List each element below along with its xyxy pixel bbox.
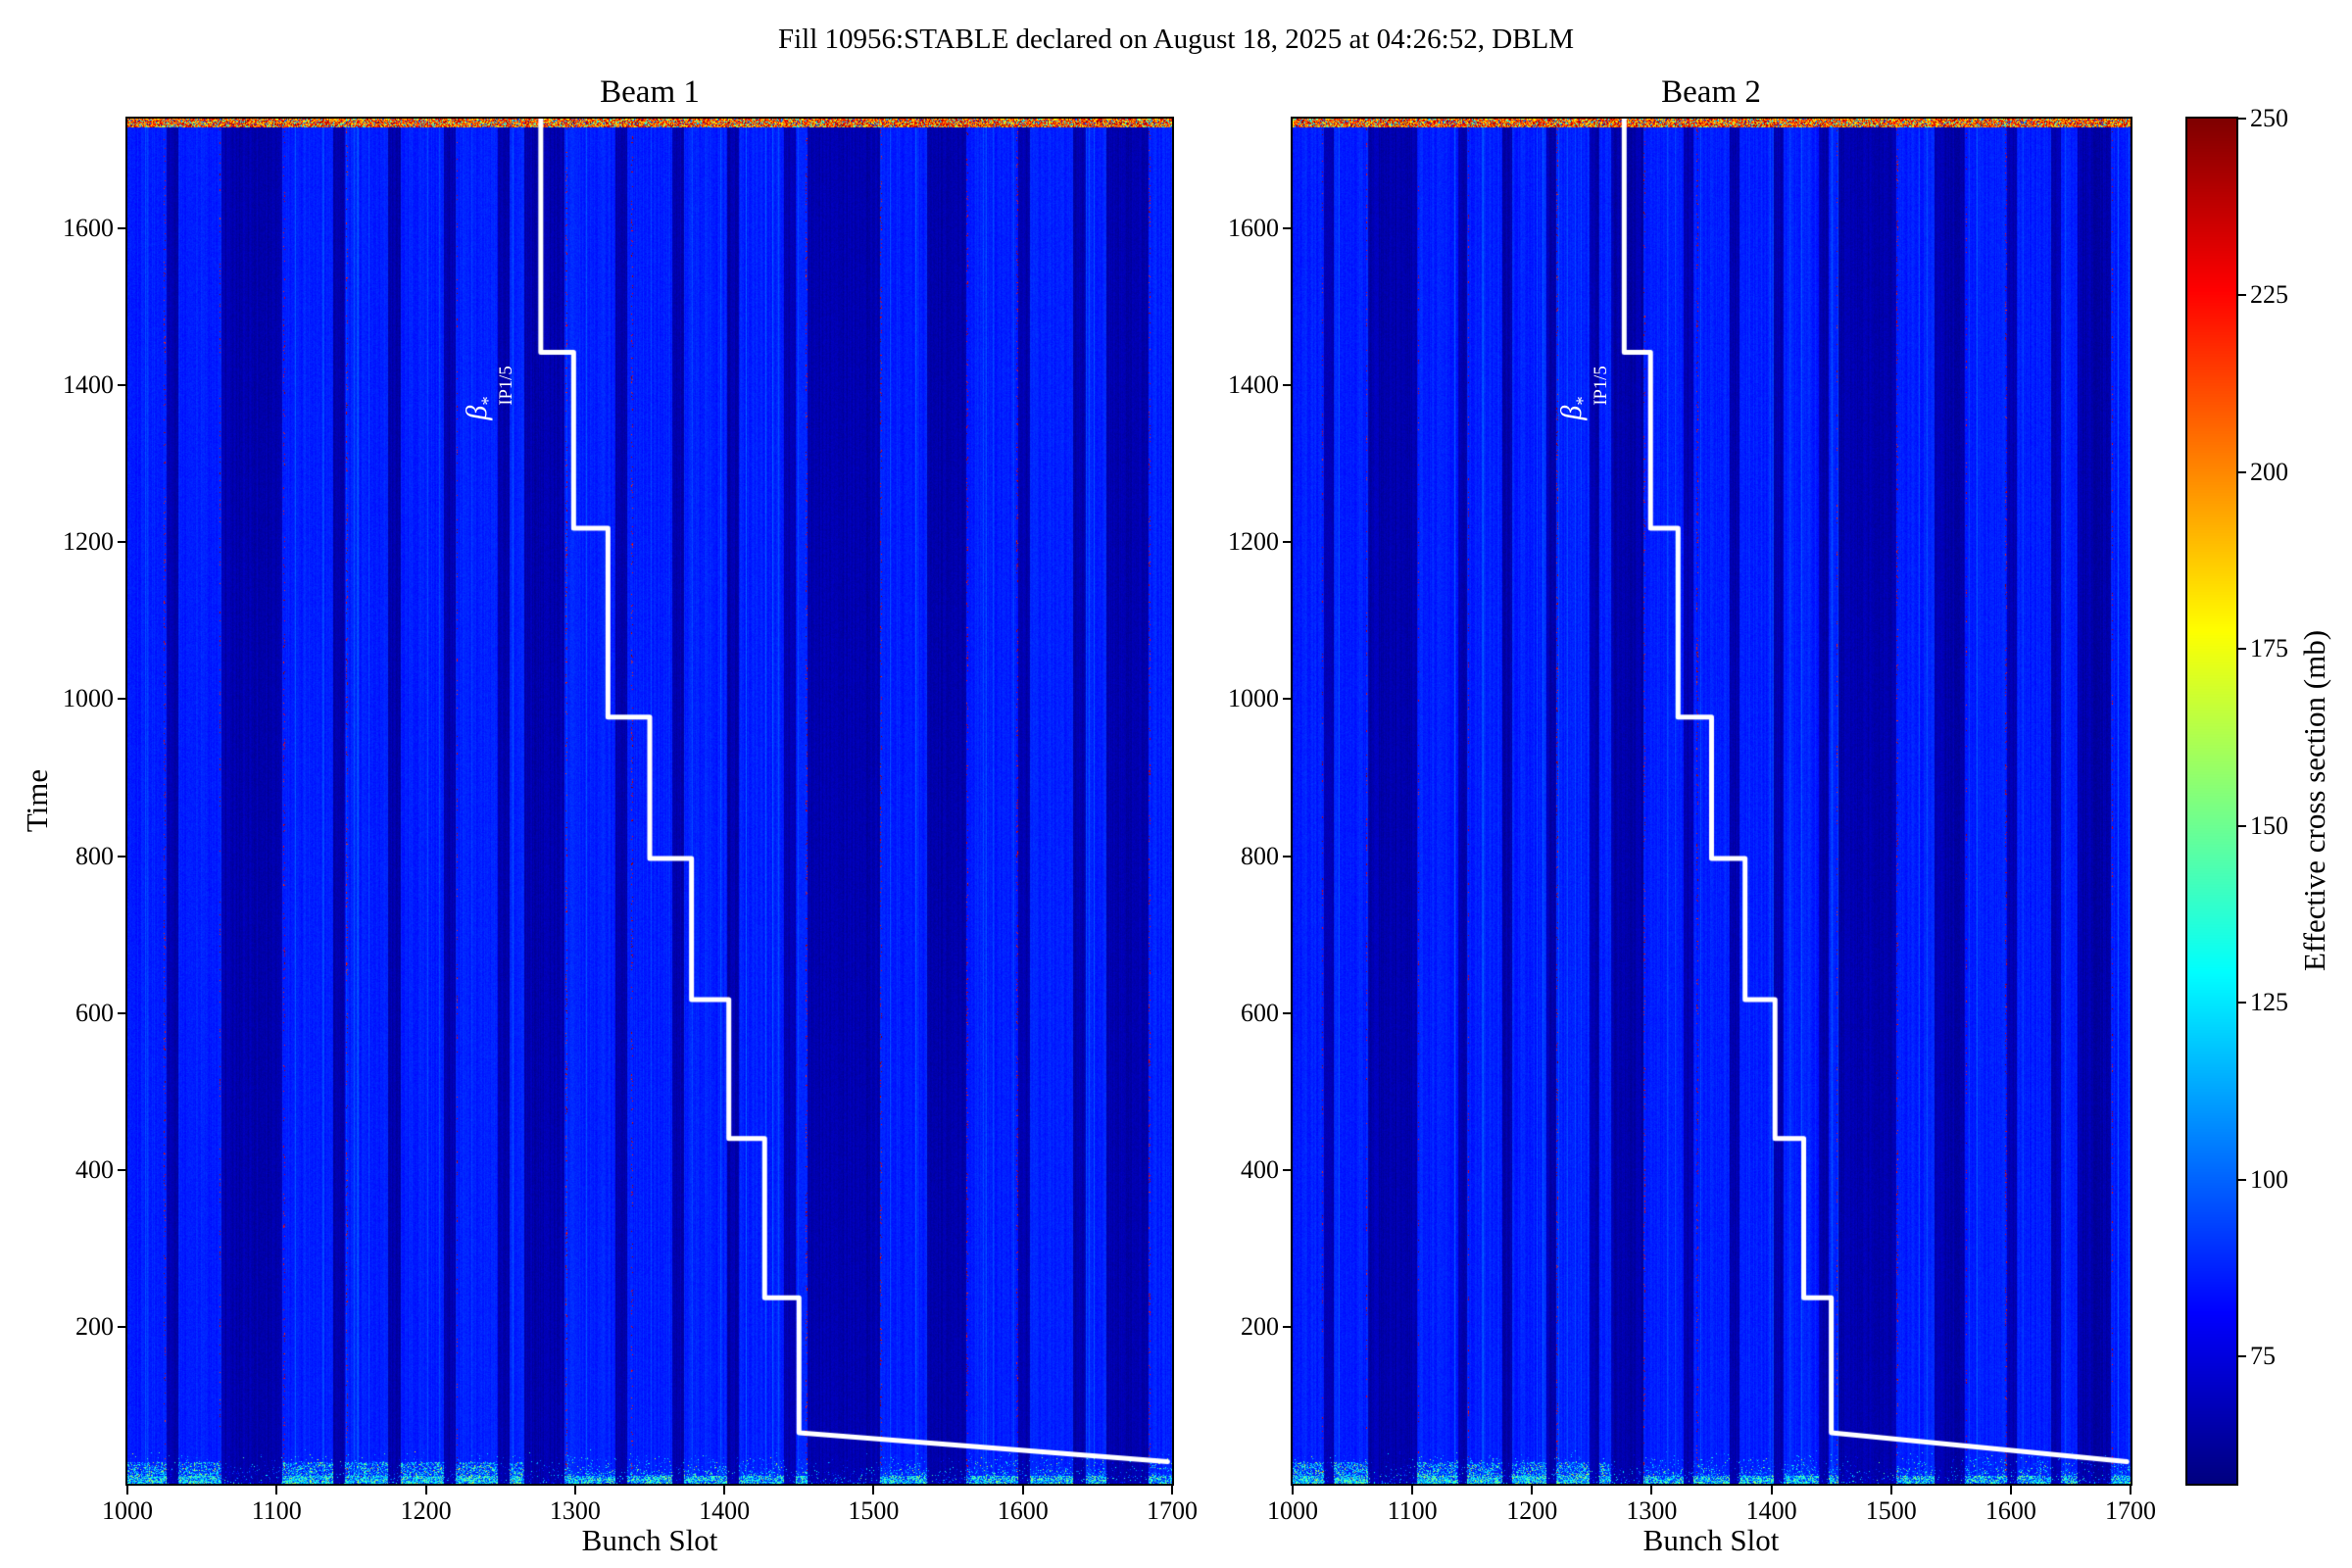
x-tick-mark xyxy=(1889,1486,1892,1494)
x-tick-mark xyxy=(126,1486,128,1494)
colorbar-tick-label: 225 xyxy=(2250,280,2288,310)
y-tick-label: 600 xyxy=(1241,998,1279,1027)
x-tick-mark xyxy=(1411,1486,1414,1494)
colorbar-tick-label: 200 xyxy=(2250,457,2288,486)
colorbar-tick-label: 250 xyxy=(2250,104,2288,132)
y-tick-mark xyxy=(1283,541,1291,544)
y-tick-label: 1600 xyxy=(63,214,114,243)
beta-symbol: β xyxy=(1555,405,1589,420)
y-axis-label: Time xyxy=(20,768,54,833)
y-tick-mark xyxy=(118,1011,125,1014)
x-tick-label: 1400 xyxy=(1745,1496,1797,1525)
y-tick-mark xyxy=(118,227,125,230)
x-tick-mark xyxy=(275,1486,278,1494)
y-tick-label: 800 xyxy=(1241,841,1279,870)
y-tick-mark xyxy=(1283,855,1291,858)
x-tick-mark xyxy=(723,1486,726,1494)
beam1-beta-star-label: β * IP1/5 xyxy=(461,366,517,420)
colorbar-axis-label: Effective cross section (mb) xyxy=(2297,629,2331,972)
y-tick-label: 800 xyxy=(75,841,114,870)
colorbar-tick-label: 175 xyxy=(2250,634,2288,663)
x-tick-label: 1100 xyxy=(1387,1496,1438,1525)
colorbar-tick-mark xyxy=(2238,118,2246,120)
colorbar-tick-label: 150 xyxy=(2250,810,2288,840)
x-tick-mark xyxy=(2130,1486,2132,1494)
colorbar-tick-mark xyxy=(2238,294,2246,297)
colorbar-tick-label: 75 xyxy=(2250,1342,2276,1371)
colorbar-tick-label: 100 xyxy=(2250,1164,2288,1194)
beam1-x-axis-label: Bunch Slot xyxy=(581,1523,718,1557)
x-tick-mark xyxy=(872,1486,875,1494)
beta-subscript: IP1/5 xyxy=(496,366,517,406)
colorbar-tick-mark xyxy=(2238,1002,2246,1004)
y-tick-mark xyxy=(1283,384,1291,387)
y-tick-mark xyxy=(118,541,125,544)
x-tick-mark xyxy=(1021,1486,1024,1494)
colorbar-tick-mark xyxy=(2238,1178,2246,1181)
x-tick-label: 1700 xyxy=(2105,1496,2156,1525)
y-tick-mark xyxy=(118,384,125,387)
y-tick-mark xyxy=(118,1168,125,1171)
x-tick-mark xyxy=(573,1486,576,1494)
y-tick-label: 400 xyxy=(75,1154,114,1184)
y-tick-label: 600 xyxy=(75,998,114,1027)
x-tick-label: 1600 xyxy=(1984,1496,2036,1525)
colorbar-tick-mark xyxy=(2238,1355,2246,1358)
y-tick-mark xyxy=(1283,227,1291,230)
y-tick-label: 200 xyxy=(1241,1311,1279,1341)
beam2-title: Beam 2 xyxy=(1661,74,1761,110)
y-tick-label: 1200 xyxy=(63,527,114,557)
beta-symbol: β xyxy=(461,405,494,420)
y-tick-mark xyxy=(118,698,125,701)
beam2-heatmap-canvas xyxy=(1293,119,2131,1484)
colorbar-tick-mark xyxy=(2238,470,2246,473)
colorbar-canvas xyxy=(2187,119,2236,1484)
beam1-heatmap-canvas xyxy=(127,119,1172,1484)
beam2-beta-star-label: β * IP1/5 xyxy=(1555,366,1612,420)
y-tick-mark xyxy=(1283,1011,1291,1014)
colorbar-tick-mark xyxy=(2238,824,2246,827)
y-tick-mark xyxy=(118,855,125,858)
y-tick-mark xyxy=(1283,1325,1291,1328)
x-tick-mark xyxy=(1531,1486,1534,1494)
x-tick-mark xyxy=(1650,1486,1653,1494)
colorbar-tick-mark xyxy=(2238,648,2246,651)
x-tick-mark xyxy=(1770,1486,1773,1494)
y-tick-label: 1200 xyxy=(1228,527,1279,557)
x-tick-mark xyxy=(1171,1486,1173,1494)
x-tick-label: 1100 xyxy=(251,1496,302,1525)
colorbar-tick-label: 125 xyxy=(2250,988,2288,1017)
y-tick-label: 1000 xyxy=(1228,684,1279,713)
x-tick-label: 1500 xyxy=(1865,1496,1917,1525)
x-tick-mark xyxy=(1292,1486,1294,1494)
x-tick-mark xyxy=(2009,1486,2012,1494)
beam1-title: Beam 1 xyxy=(600,74,700,110)
x-tick-label: 1000 xyxy=(102,1496,153,1525)
y-tick-mark xyxy=(1283,698,1291,701)
y-tick-label: 400 xyxy=(1241,1154,1279,1184)
y-tick-label: 1400 xyxy=(1228,370,1279,400)
figure-title: Fill 10956:STABLE declared on August 18,… xyxy=(777,24,1575,55)
y-tick-mark xyxy=(118,1325,125,1328)
x-tick-label: 1300 xyxy=(1626,1496,1678,1525)
beta-subscript: IP1/5 xyxy=(1591,366,1612,406)
y-tick-label: 1000 xyxy=(63,684,114,713)
y-tick-mark xyxy=(1283,1168,1291,1171)
x-tick-label: 1000 xyxy=(1267,1496,1318,1525)
x-tick-label: 1600 xyxy=(997,1496,1049,1525)
y-tick-label: 200 xyxy=(75,1311,114,1341)
x-tick-label: 1500 xyxy=(848,1496,900,1525)
x-tick-label: 1200 xyxy=(400,1496,452,1525)
x-tick-label: 1400 xyxy=(699,1496,751,1525)
y-tick-label: 1400 xyxy=(63,370,114,400)
x-tick-label: 1300 xyxy=(549,1496,601,1525)
y-tick-label: 1600 xyxy=(1228,214,1279,243)
x-tick-mark xyxy=(424,1486,427,1494)
x-tick-label: 1700 xyxy=(1147,1496,1198,1525)
x-tick-label: 1200 xyxy=(1506,1496,1558,1525)
beam2-x-axis-label: Bunch Slot xyxy=(1642,1523,1780,1557)
